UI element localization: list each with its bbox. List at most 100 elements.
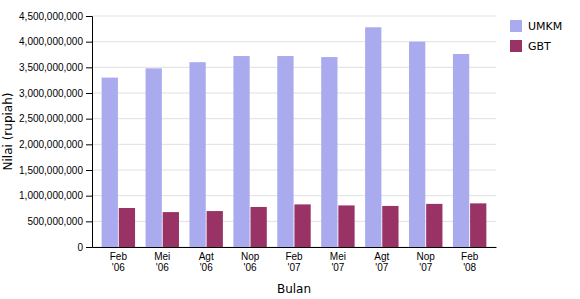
y-tick-mark	[86, 16, 92, 17]
x-tick-label: Mei'06	[154, 251, 170, 273]
y-tick: 4,000,000,000	[19, 36, 92, 47]
x-tick-label-line: Feb	[110, 251, 128, 262]
y-tick-label: 1,500,000,000	[19, 165, 83, 176]
y-tick-label: 2,500,000,000	[19, 113, 83, 124]
y-tick-mark	[86, 247, 92, 248]
x-tick: Nop'06	[241, 251, 260, 273]
y-tick-label: 2,000,000,000	[19, 139, 83, 150]
x-tick-label-line: Agt	[199, 251, 214, 262]
legend-swatch	[510, 20, 522, 32]
x-tick-label-line: '06	[244, 262, 257, 273]
x-tick-label: Nop'06	[241, 251, 260, 273]
y-tick-label: 0	[77, 242, 83, 253]
y-tick-mark	[86, 170, 92, 171]
legend-label: UMKM	[528, 20, 562, 33]
x-tick-label-line: '07	[287, 262, 300, 273]
legend: UMKM GBT	[510, 20, 562, 53]
x-tick-label-line: Feb	[461, 251, 479, 262]
y-tick: 1,500,000,000	[19, 165, 92, 176]
grid	[92, 16, 496, 247]
grid-line	[92, 41, 496, 42]
y-tick: 2,000,000,000	[19, 139, 92, 150]
x-tick-label-line: '07	[419, 262, 432, 273]
x-axis: Feb'06Mei'06Agt'06Nop'06Feb'07Mei'07Agt'…	[93, 248, 497, 274]
bar	[251, 207, 267, 247]
bar	[470, 203, 486, 247]
y-tick: 2,500,000,000	[19, 113, 92, 124]
y-tick-mark	[86, 196, 92, 197]
bar	[321, 57, 337, 247]
y-tick-mark	[86, 93, 92, 94]
bar-series	[119, 203, 487, 247]
x-tick-label: Agt'07	[374, 251, 389, 273]
x-tick-label: Feb'07	[285, 251, 303, 273]
y-axis-title: Nilai (rupiah)	[1, 93, 15, 171]
x-tick-label-line: '06	[200, 262, 213, 273]
x-tick: Agt'06	[199, 251, 214, 273]
bar-series	[102, 27, 470, 247]
x-tick-label: Feb'08	[461, 251, 479, 273]
bar	[426, 204, 442, 247]
x-tick: Mei'06	[154, 251, 170, 273]
y-tick-label: 3,000,000,000	[19, 88, 83, 99]
y-tick-label: 500,000,000	[27, 216, 83, 227]
y-tick-mark	[86, 42, 92, 43]
y-tick: 500,000,000	[27, 216, 92, 227]
y-tick-mark	[86, 119, 92, 120]
plot: 0 500,000,000 1,000,000,000 1,500,000,000 2,…	[1, 11, 562, 296]
x-tick: Agt'07	[374, 251, 389, 273]
y-tick: 1,000,000,000	[19, 190, 92, 201]
bars	[102, 27, 487, 247]
x-tick-label-line: Feb	[285, 251, 303, 262]
y-tick-label: 3,500,000,000	[19, 62, 83, 73]
y-tick-label: 4,500,000,000	[19, 11, 83, 22]
bar	[365, 27, 381, 247]
y-tick-mark	[86, 144, 92, 145]
y-axis-line	[86, 17, 93, 248]
x-tick-label-line: '07	[331, 262, 344, 273]
bar	[294, 204, 310, 247]
x-tick-label-line: Nop	[241, 251, 260, 262]
y-tick-mark	[86, 67, 92, 68]
x-tick-label: Nop'07	[417, 251, 436, 273]
x-tick: Feb'08	[461, 251, 479, 273]
x-tick-label-line: Nop	[417, 251, 436, 262]
x-axis-title: Bulan	[277, 282, 311, 296]
bar	[102, 78, 118, 247]
x-tick-label-line: '07	[375, 262, 388, 273]
legend-item: UMKM	[510, 20, 562, 33]
grid-line	[92, 67, 496, 68]
x-tick-label-line: '06	[112, 262, 125, 273]
x-tick: Nop'07	[417, 251, 436, 273]
x-tick: Feb'07	[285, 251, 303, 273]
x-tick-label-line: Mei	[330, 251, 346, 262]
y-tick-mark	[86, 221, 92, 222]
y-tick: 0	[77, 242, 92, 253]
x-axis-line	[93, 247, 497, 248]
x-tick: Feb'06	[110, 251, 128, 273]
x-tick-label: Agt'06	[199, 251, 214, 273]
x-tick-label: Mei'07	[330, 251, 346, 273]
bar	[453, 54, 469, 247]
x-tick-label: Feb'06	[110, 251, 128, 273]
y-tick: 4,500,000,000	[19, 11, 92, 22]
bar	[207, 211, 223, 247]
y-tick: 3,500,000,000	[19, 62, 92, 73]
x-tick-label-line: '08	[463, 262, 476, 273]
legend-swatch	[510, 40, 522, 52]
x-tick-label-line: Agt	[374, 251, 389, 262]
y-axis: 0 500,000,000 1,000,000,000 1,500,000,000 2,…	[19, 11, 92, 253]
bar	[338, 205, 354, 247]
legend-item: GBT	[510, 40, 551, 53]
bar	[163, 212, 179, 247]
bar	[233, 56, 249, 247]
y-tick: 3,000,000,000	[19, 88, 92, 99]
bar	[409, 42, 425, 247]
legend-label: GBT	[528, 40, 551, 53]
x-tick: Mei'07	[330, 251, 346, 273]
bar	[277, 56, 293, 247]
chart: 0 500,000,000 1,000,000,000 1,500,000,000 2,…	[0, 0, 580, 299]
bar	[119, 208, 135, 247]
grid-line	[92, 16, 496, 17]
x-tick-label-line: '06	[156, 262, 169, 273]
